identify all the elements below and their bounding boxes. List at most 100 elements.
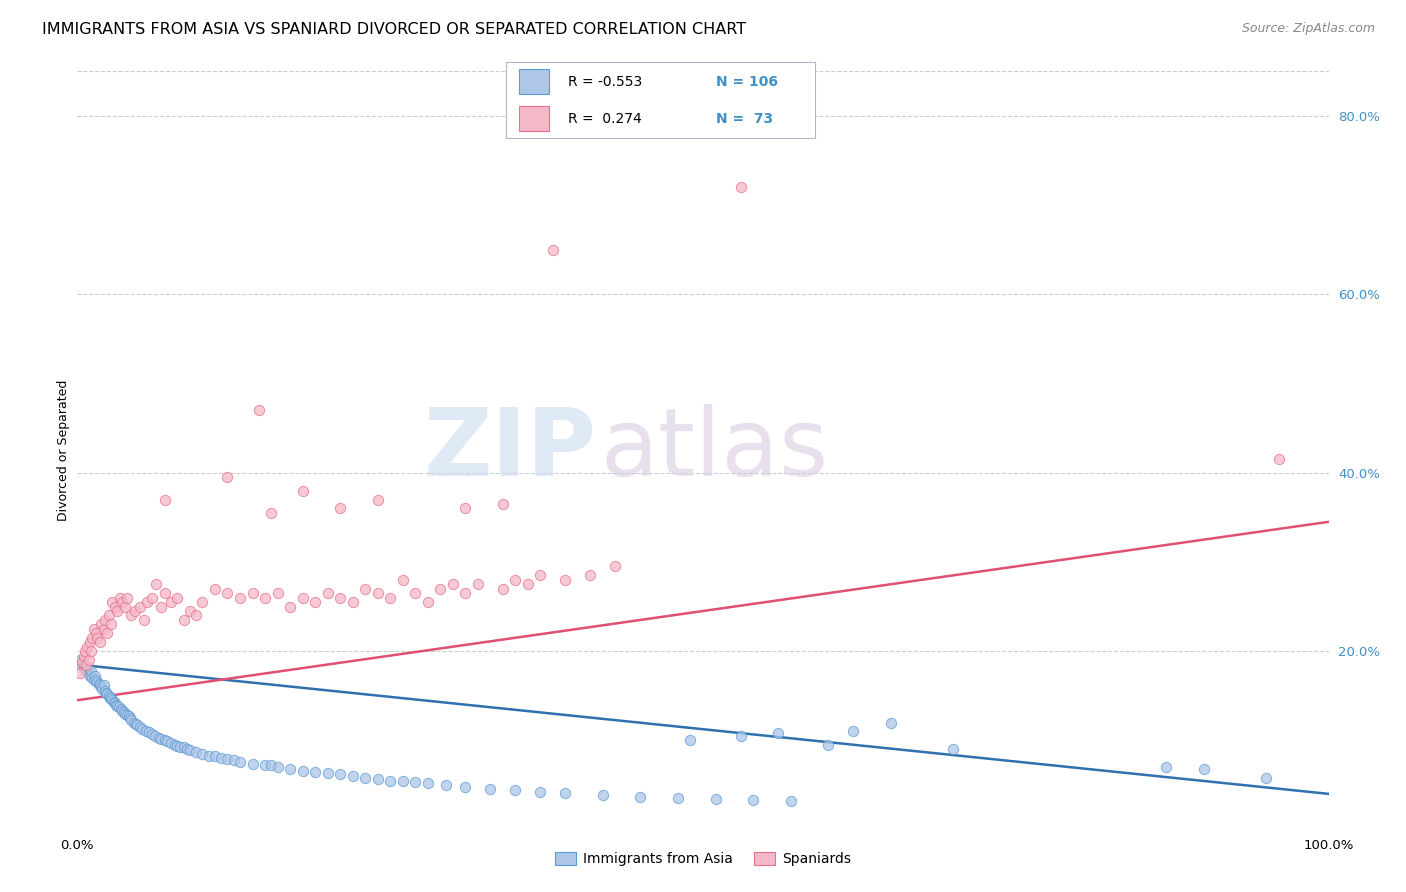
Point [127, 718, 149, 732]
Point [354, 582, 377, 596]
Point [129, 720, 152, 734]
Point [217, 586, 239, 600]
Point [143, 729, 166, 743]
Point [132, 613, 155, 627]
Point [186, 745, 208, 759]
Point [529, 785, 551, 799]
Point [329, 767, 352, 781]
Point [204, 582, 226, 596]
Text: N =  73: N = 73 [717, 112, 773, 126]
Point [122, 715, 145, 730]
Point [378, 591, 402, 605]
Point [117, 591, 139, 605]
Point [100, 617, 122, 632]
Point [842, 724, 865, 739]
Point [76, 660, 98, 674]
Point [124, 604, 146, 618]
FancyBboxPatch shape [519, 106, 550, 131]
Point [467, 577, 489, 591]
Point [242, 756, 264, 771]
Point [79, 669, 101, 683]
Point [229, 755, 252, 769]
Point [779, 794, 801, 808]
Point [136, 595, 159, 609]
Point [391, 774, 413, 789]
Text: IMMIGRANTS FROM ASIA VS SPANIARD DIVORCED OR SEPARATED CORRELATION CHART: IMMIGRANTS FROM ASIA VS SPANIARD DIVORCE… [42, 22, 747, 37]
Point [173, 613, 195, 627]
Point [97, 689, 120, 703]
Point [1154, 760, 1177, 774]
Point [80, 664, 103, 678]
Point [304, 765, 326, 780]
Point [179, 604, 201, 618]
Point [191, 747, 214, 761]
Point [153, 586, 176, 600]
Point [77, 666, 100, 681]
Point [266, 760, 288, 774]
Point [73, 662, 96, 676]
Point [291, 483, 314, 498]
Point [742, 793, 765, 807]
Point [72, 648, 94, 663]
Point [87, 677, 110, 691]
Point [169, 739, 191, 754]
Point [404, 775, 426, 789]
Point [242, 586, 264, 600]
Point [111, 595, 134, 609]
Point [90, 617, 112, 632]
Point [278, 762, 301, 776]
Point [160, 736, 183, 750]
Point [1267, 452, 1289, 467]
Point [730, 729, 752, 743]
Point [378, 773, 402, 788]
FancyBboxPatch shape [519, 70, 550, 95]
Point [605, 559, 627, 574]
Point [579, 568, 602, 582]
Point [176, 742, 198, 756]
Point [131, 722, 153, 736]
Point [100, 691, 122, 706]
Point [104, 599, 127, 614]
Point [150, 731, 173, 746]
Point [291, 591, 314, 605]
Point [108, 591, 131, 605]
Point [554, 786, 576, 800]
Point [217, 470, 239, 484]
Point [105, 699, 128, 714]
Point [163, 738, 186, 752]
Point [110, 702, 132, 716]
Point [84, 673, 107, 687]
Point [166, 591, 188, 605]
Point [278, 599, 301, 614]
Point [253, 758, 276, 772]
Point [77, 653, 100, 667]
Point [141, 591, 163, 605]
Point [554, 573, 576, 587]
Point [94, 613, 117, 627]
Point [72, 659, 94, 673]
Point [93, 678, 115, 692]
Point [96, 626, 118, 640]
Point [105, 604, 128, 618]
Point [111, 704, 134, 718]
Point [367, 586, 389, 600]
Point [153, 733, 176, 747]
Point [197, 748, 219, 763]
Point [479, 781, 502, 796]
Point [592, 788, 614, 802]
Point [316, 586, 339, 600]
Point [186, 608, 208, 623]
Point [112, 705, 135, 719]
Point [70, 657, 93, 672]
Point [83, 673, 105, 687]
Point [342, 595, 364, 609]
Text: ZIP: ZIP [423, 404, 596, 497]
Point [129, 599, 152, 614]
Point [492, 582, 515, 596]
Point [93, 622, 115, 636]
Point [104, 696, 127, 710]
Point [454, 501, 477, 516]
Point [107, 700, 129, 714]
Point [101, 693, 124, 707]
Point [679, 733, 702, 747]
